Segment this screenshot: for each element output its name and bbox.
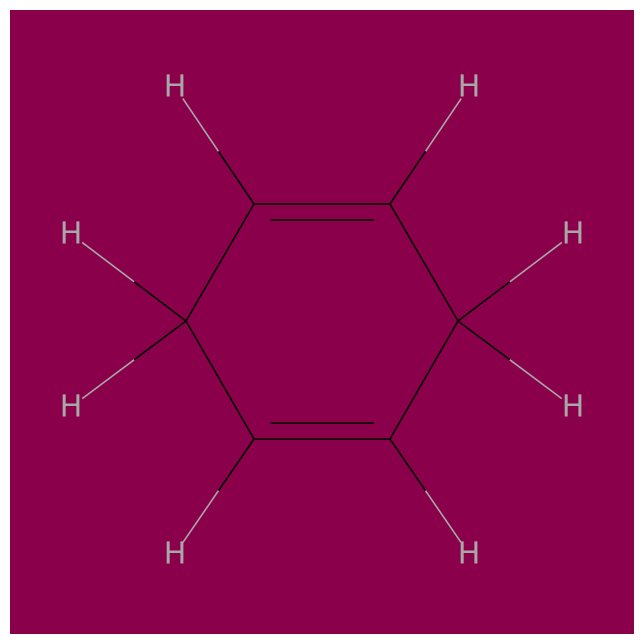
bond-c-h-8 [457, 281, 511, 322]
hydrogen-label-h7: H [60, 390, 83, 425]
hydrogen-label-h1: H [164, 70, 187, 105]
bond-c-h-12-h-half [81, 359, 135, 400]
atom-labels-layer: H H H H H H H H [60, 70, 585, 572]
bond-c-c-2 [389, 320, 459, 440]
bond-c-h-9 [457, 320, 511, 361]
molecule-diagram: H H H H H H H H [10, 10, 634, 634]
bond-c-h-10-h-half [424, 490, 462, 543]
hydrogen-label-h2: H [458, 70, 481, 105]
bond-c-h-13 [133, 281, 187, 322]
bond-c-h-7 [389, 150, 427, 205]
hydrogen-label-h4: H [562, 390, 585, 425]
diagram-background [10, 10, 634, 634]
bond-c-c-1 [389, 203, 459, 322]
molecule-structure: H H H H H H H H [10, 10, 634, 634]
bond-c-h-12 [133, 320, 187, 361]
bond-c-h-10 [389, 438, 427, 492]
bond-c-h-11 [217, 438, 255, 492]
bond-c-h-6 [217, 150, 255, 205]
bonds-layer [81, 98, 563, 543]
bond-c-h-7-h-half [424, 98, 462, 152]
hydrogen-label-h8: H [60, 217, 83, 252]
bond-c-h-8-h-half [509, 241, 563, 283]
hydrogen-label-h6: H [164, 537, 187, 572]
bond-c-h-6-h-half [182, 98, 220, 152]
bond-c-c-5 [185, 203, 255, 322]
bond-c-c-4 [185, 320, 255, 440]
bond-c-h-11-h-half [182, 490, 220, 543]
hydrogen-label-h3: H [562, 217, 585, 252]
bond-c-h-13-h-half [81, 241, 135, 283]
bond-c-h-9-h-half [509, 359, 563, 400]
hydrogen-label-h5: H [458, 537, 481, 572]
